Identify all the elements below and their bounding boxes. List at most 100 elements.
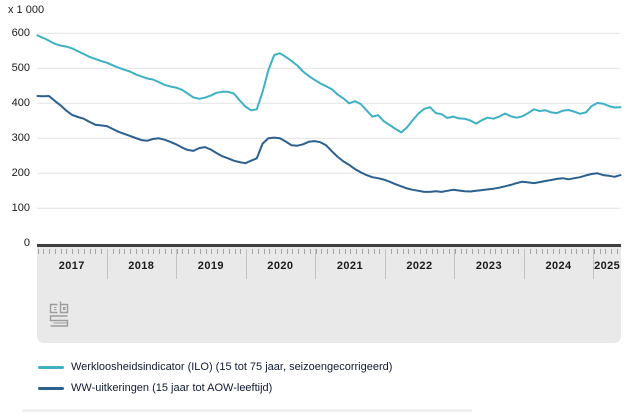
month-tick bbox=[257, 249, 259, 254]
month-tick bbox=[89, 249, 91, 254]
cbs-logo-icon bbox=[49, 301, 69, 327]
month-tick bbox=[454, 249, 456, 254]
month-tick bbox=[466, 249, 468, 254]
month-tick bbox=[448, 249, 450, 254]
month-tick bbox=[193, 249, 195, 254]
month-tick bbox=[559, 249, 561, 254]
year-separator bbox=[106, 249, 108, 279]
month-tick bbox=[385, 249, 387, 254]
x-axis-year-band: 2017 2018 2019 2020 2021 2022 2023 2024 2025 bbox=[37, 247, 621, 343]
month-tick bbox=[251, 249, 253, 254]
month-tick bbox=[211, 249, 213, 254]
month-tick bbox=[136, 249, 138, 254]
month-tick bbox=[605, 249, 607, 254]
legend-line-swatch bbox=[38, 387, 64, 390]
month-tick bbox=[495, 249, 497, 254]
month-tick bbox=[298, 249, 300, 254]
series-line bbox=[36, 34, 622, 134]
month-tick bbox=[553, 249, 555, 254]
month-tick bbox=[443, 249, 445, 254]
month-tick bbox=[246, 249, 248, 254]
month-tick bbox=[362, 249, 364, 254]
month-tick bbox=[472, 249, 474, 254]
month-tick bbox=[611, 249, 613, 254]
month-tick bbox=[83, 249, 85, 254]
month-tick bbox=[541, 249, 543, 254]
month-tick bbox=[199, 249, 201, 254]
month-tick bbox=[78, 249, 80, 254]
year-label: 2025 bbox=[594, 260, 621, 272]
month-tick bbox=[43, 249, 45, 254]
month-tick bbox=[49, 249, 51, 254]
month-tick bbox=[437, 249, 439, 254]
legend-line-swatch bbox=[38, 366, 64, 369]
year-separator bbox=[593, 249, 595, 279]
month-tick bbox=[205, 249, 207, 254]
y-tick-label: 0 bbox=[23, 237, 30, 250]
month-tick bbox=[164, 249, 166, 254]
month-tick bbox=[477, 249, 479, 254]
month-tick bbox=[228, 249, 230, 254]
month-tick bbox=[547, 249, 549, 254]
y-tick-label: 500 bbox=[11, 62, 30, 75]
month-tick bbox=[518, 249, 520, 254]
month-tick bbox=[425, 249, 427, 254]
month-tick bbox=[367, 249, 369, 254]
year-separator bbox=[245, 249, 247, 279]
month-tick bbox=[141, 249, 143, 254]
month-tick bbox=[234, 249, 236, 254]
month-tick bbox=[396, 249, 398, 254]
year-label: 2023 bbox=[475, 260, 502, 272]
legend-label: WW-uitkeringen (15 jaar tot AOW-leeftijd… bbox=[71, 382, 273, 394]
month-tick bbox=[350, 249, 352, 254]
month-tick bbox=[107, 249, 109, 254]
month-tick bbox=[333, 249, 335, 254]
month-tick bbox=[286, 249, 288, 254]
year-separator bbox=[454, 249, 456, 279]
month-tick bbox=[489, 249, 491, 254]
month-tick bbox=[501, 249, 503, 254]
month-tick bbox=[292, 249, 294, 254]
month-tick bbox=[118, 249, 120, 254]
month-tick bbox=[402, 249, 404, 254]
month-tick bbox=[408, 249, 410, 254]
year-separator bbox=[176, 249, 178, 279]
month-tick bbox=[599, 249, 601, 254]
month-tick bbox=[419, 249, 421, 254]
month-tick bbox=[182, 249, 184, 254]
y-tick-label: 100 bbox=[11, 202, 30, 215]
month-tick bbox=[338, 249, 340, 254]
year-label: 2019 bbox=[197, 260, 224, 272]
month-tick bbox=[153, 249, 155, 254]
month-tick bbox=[570, 249, 572, 254]
y-axis-unit-label: x 1 000 bbox=[8, 4, 45, 16]
month-tick bbox=[37, 249, 39, 254]
y-tick-label: 400 bbox=[11, 97, 30, 110]
month-tick bbox=[506, 249, 508, 254]
month-tick bbox=[66, 249, 68, 254]
month-tick bbox=[222, 249, 224, 254]
month-tick bbox=[124, 249, 126, 254]
month-tick bbox=[54, 249, 56, 254]
month-tick bbox=[159, 249, 161, 254]
month-tick bbox=[617, 249, 618, 254]
year-separator bbox=[523, 249, 525, 279]
month-tick bbox=[483, 249, 485, 254]
month-tick bbox=[582, 249, 584, 254]
month-tick bbox=[379, 249, 381, 254]
zero-axis-bar bbox=[37, 244, 621, 247]
month-tick bbox=[309, 249, 311, 254]
year-label: 2018 bbox=[128, 260, 155, 272]
y-tick-label: 200 bbox=[11, 167, 30, 180]
month-tick bbox=[356, 249, 358, 254]
month-tick bbox=[304, 249, 306, 254]
month-tick bbox=[170, 249, 172, 254]
year-separator bbox=[384, 249, 386, 279]
month-tick bbox=[263, 249, 265, 254]
clipped-text-artifact bbox=[22, 409, 472, 412]
month-tick bbox=[269, 249, 271, 254]
month-tick bbox=[460, 249, 462, 254]
year-label: 2017 bbox=[58, 260, 85, 272]
month-tick bbox=[588, 249, 590, 254]
